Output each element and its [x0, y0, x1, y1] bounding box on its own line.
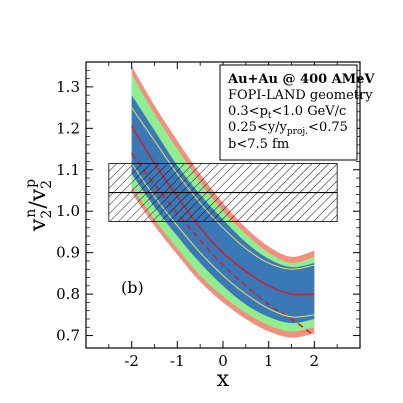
y-tick-label: 1.1: [56, 161, 80, 179]
legend-box: Au+Au @ 400 AMeV FOPI-LAND geometry 0.3<…: [219, 64, 375, 161]
series-line-3: [131, 107, 315, 270]
x-tick-label: 0: [218, 352, 228, 370]
x-axis-label: x: [217, 367, 230, 392]
x-tick-label: 1: [264, 352, 274, 370]
legend-line-3: 0.3<pt<1.0 GeV/c: [228, 104, 346, 121]
y-tick-label: 0.8: [56, 285, 80, 303]
x-tick-label: 2: [310, 352, 320, 370]
legend-line-5: b<7.5 fm: [228, 137, 289, 152]
y-tick-label: 1.3: [56, 78, 80, 96]
y-tick-label: 0.7: [56, 327, 80, 345]
series-line-2: [131, 152, 315, 337]
legend-line-2: FOPI-LAND geometry: [228, 88, 373, 103]
panel-label: (b): [121, 278, 144, 297]
band-inner: [131, 95, 315, 324]
x-tick-label: -2: [124, 352, 139, 370]
legend-line-1: Au+Au @ 400 AMeV: [227, 72, 375, 87]
x-tick-label: -1: [170, 352, 185, 370]
y-tick-label: 1.0: [56, 202, 80, 220]
y-tick-label: 1.2: [56, 119, 80, 137]
legend-line-4: 0.25<y/yproj.<0.75: [228, 120, 348, 137]
y-axis-label: v2n/v2p: [23, 179, 55, 232]
y-tick-label: 0.9: [56, 244, 80, 262]
